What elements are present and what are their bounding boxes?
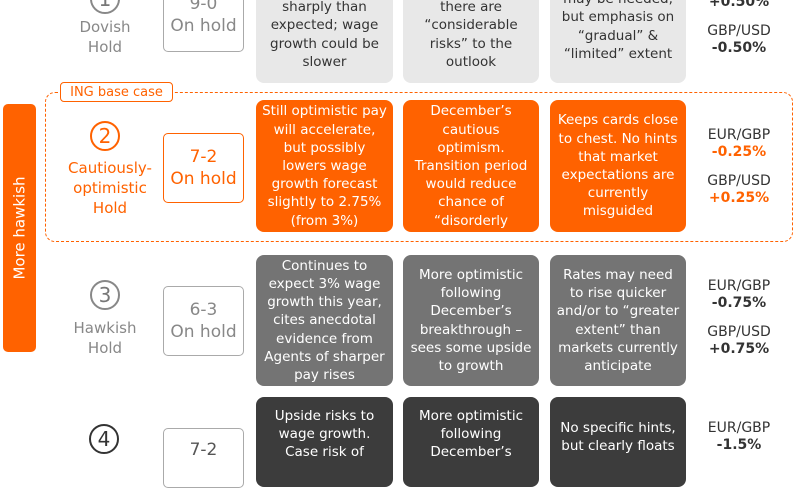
scenario-4-fx: EUR/GBP -1.5%	[694, 420, 784, 454]
scenario-2-growth-cell: Echoes December’s cautious optimism. Tra…	[403, 100, 539, 232]
scenario-2-vote-split: 7-2	[189, 147, 218, 167]
scenario-2-fx-pair: EUR/GBP	[707, 127, 771, 143]
scenario-1-wages-text: sharply than expected; wage growth could…	[270, 0, 379, 70]
scenario-3-fx-value: +0.75%	[708, 341, 770, 357]
scenario-1-name-line: Hold	[87, 38, 123, 56]
scenario-3-guidance-text: Rates may need to rise quicker and/or to…	[556, 266, 680, 374]
scenario-1-name: Dovish Hold	[60, 17, 150, 57]
scenario-3-guidance-cell: Rates may need to rise quicker and/or to…	[550, 255, 686, 386]
scenario-3-vote-outcome: On hold	[170, 322, 237, 342]
scenario-1-growth-text: there are “considerable risks” to the ou…	[424, 0, 518, 70]
scenario-2-name-line: optimistic	[73, 179, 147, 197]
scenario-2-name-line: Hold	[92, 199, 128, 217]
scenario-4-fx-pair: EUR/GBP	[707, 420, 771, 436]
scenario-1-growth-cell: there are “considerable risks” to the ou…	[403, 0, 539, 83]
scenario-1-vote-split: 9-0	[189, 0, 218, 14]
scenario-2-guidance-cell: Keeps cards close to chest. No hints tha…	[550, 100, 686, 232]
scenario-2-fx: EUR/GBP -0.25% GBP/USD +0.25%	[694, 127, 784, 207]
scenario-2-vote-outcome: On hold	[170, 169, 237, 189]
scenario-3-growth-cell: More optimistic following December’s bre…	[403, 255, 539, 386]
scenario-3-name: Hawkish Hold	[60, 318, 150, 358]
scenario-1-guidance-cell: may be needed, but emphasis on “gradual”…	[550, 0, 686, 83]
scenario-1-fx-pair: GBP/USD	[707, 23, 771, 39]
scenario-3-wages-text: Continues to expect 3% wage growth this …	[264, 257, 385, 384]
scenario-4-guidance-cell: No specific hints, but clearly floats	[550, 397, 686, 487]
scenario-4-growth-text: More optimistic following December’s	[418, 408, 524, 461]
scenario-1-guidance-text: may be needed, but emphasis on “gradual”…	[561, 0, 675, 62]
base-case-frame	[45, 92, 793, 242]
scenario-3-number-circle: 3	[90, 280, 120, 310]
scenario-1-wages-cell: sharply than expected; wage growth could…	[256, 0, 393, 83]
scenario-2-wages-text: Still optimistic pay will accelerate, bu…	[262, 103, 387, 229]
scenario-2-guidance-text: Keeps cards close to chest. No hints tha…	[557, 112, 679, 220]
scenario-2-fx-value: +0.25%	[708, 190, 770, 206]
scenario-3-number: 3	[98, 283, 112, 307]
scenario-1-fx: +0.50% GBP/USD -0.50%	[694, 0, 784, 57]
scenario-3-fx-value: -0.75%	[711, 295, 767, 311]
scenario-1-vote-box: 9-0 On hold	[163, 0, 244, 52]
scenario-3-vote-split: 6-3	[189, 300, 218, 320]
scenario-2-growth-text: Echoes December’s cautious optimism. Tra…	[414, 100, 528, 232]
scenario-3-name-line: Hold	[87, 339, 123, 357]
scenario-4-wages-cell: Upside risks to wage growth. Case risk o…	[256, 397, 393, 487]
scenario-2-fx-pair: GBP/USD	[707, 173, 771, 189]
scenario-2-fx-value: -0.25%	[711, 144, 767, 160]
scenario-3-fx-pair: GBP/USD	[707, 324, 771, 340]
scenario-1-number-circle: 1	[90, 0, 120, 14]
scenario-4-fx-value: -1.5%	[716, 437, 762, 453]
scenario-2-number: 2	[98, 124, 112, 148]
scenario-3-wages-cell: Continues to expect 3% wage growth this …	[256, 255, 393, 386]
hawkish-scale-label-wrap: More hawkish	[3, 104, 36, 352]
scenario-3-fx-pair: EUR/GBP	[707, 278, 771, 294]
base-case-tag: ING base case	[60, 82, 173, 102]
scenario-4-vote-split: 7-2	[189, 440, 218, 460]
scenario-3-fx: EUR/GBP -0.75% GBP/USD +0.75%	[694, 278, 784, 358]
scenario-3-name-line: Hawkish	[73, 319, 137, 337]
scenario-1-vote-outcome: On hold	[170, 16, 237, 36]
scenario-3-growth-text: More optimistic following December’s bre…	[410, 266, 532, 374]
scenario-1-fx-value: +0.50%	[708, 0, 770, 10]
scenario-2-name: Cautiously- optimistic Hold	[58, 158, 162, 218]
scenario-3-vote-box: 6-3 On hold	[163, 286, 244, 356]
scenario-4-vote-box: 7-2	[163, 428, 244, 488]
scenario-1-name-line: Dovish	[79, 18, 131, 36]
scenario-2-vote-box: 7-2 On hold	[163, 133, 244, 203]
scenario-2-number-circle: 2	[90, 121, 120, 151]
scenario-2-wages-cell: Still optimistic pay will accelerate, bu…	[256, 100, 393, 232]
scenario-4-growth-cell: More optimistic following December’s	[403, 397, 539, 487]
scenario-2-name-line: Cautiously-	[68, 159, 152, 177]
scenario-4-number: 4	[97, 427, 111, 451]
scenario-1-fx-value: -0.50%	[711, 40, 767, 56]
hawkish-scale-label: More hawkish	[10, 176, 29, 280]
scenario-4-number-circle: 4	[89, 424, 119, 454]
scenario-4-wages-text: Upside risks to wage growth. Case risk o…	[274, 408, 375, 461]
scenario-1-number: 1	[99, 0, 112, 11]
hawkish-scale-bar	[3, 104, 36, 352]
